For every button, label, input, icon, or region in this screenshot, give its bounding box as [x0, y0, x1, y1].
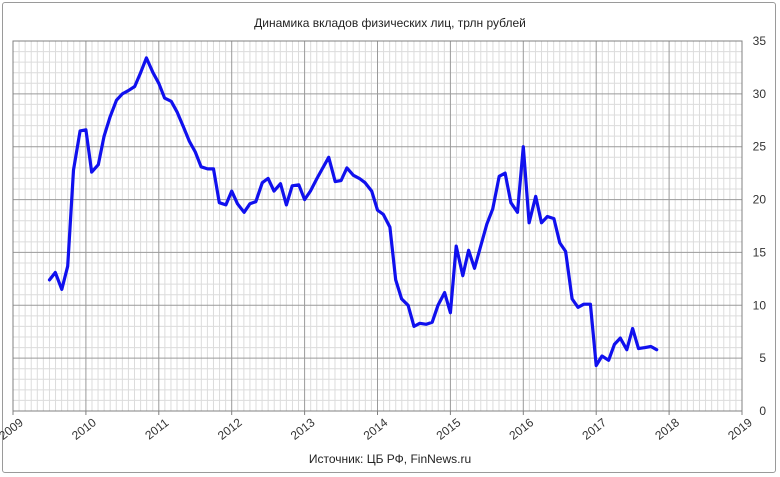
x-tick-label: 2019 — [725, 415, 755, 443]
y-tick-label: 10 — [753, 298, 767, 312]
y-tick-label: 30 — [753, 87, 767, 101]
x-tick-label: 2018 — [652, 415, 682, 443]
x-tick-label: 2011 — [142, 415, 171, 442]
chart-frame — [2, 2, 776, 473]
y-tick-label: 0 — [759, 404, 766, 418]
y-tick-label: 20 — [753, 193, 767, 207]
x-tick-label: 2016 — [507, 415, 537, 443]
y-tick-label: 25 — [753, 140, 767, 154]
x-tick-label: 2009 — [0, 415, 26, 443]
chart-title: Динамика вкладов физических лиц, трлн ру… — [254, 16, 526, 30]
x-tick-label: 2012 — [215, 415, 245, 443]
y-tick-label: 35 — [753, 34, 767, 48]
x-tick-label: 2013 — [288, 415, 318, 443]
x-tick-label: 2014 — [361, 415, 391, 443]
x-tick-label: 2010 — [69, 415, 99, 443]
x-tick-label: 2017 — [579, 415, 609, 443]
y-tick-label: 5 — [759, 351, 766, 365]
series-line — [47, 56, 659, 368]
x-tick-label: 2015 — [434, 415, 464, 443]
chart-source: Источник: ЦБ РФ, FinNews.ru — [308, 452, 472, 466]
y-tick-label: 15 — [753, 245, 767, 259]
